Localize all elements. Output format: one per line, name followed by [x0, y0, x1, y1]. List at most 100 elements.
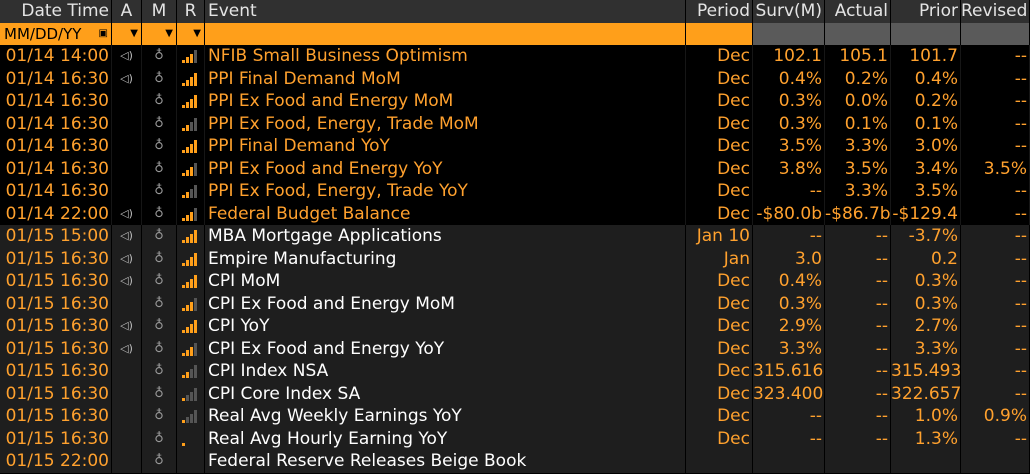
- event-name[interactable]: CPI YoY: [205, 315, 686, 338]
- monitor-cell[interactable]: ♁: [142, 247, 177, 270]
- calendar-icon[interactable]: ▣: [98, 27, 108, 39]
- alert-cell[interactable]: ◁): [112, 270, 142, 293]
- event-name[interactable]: Real Avg Weekly Earnings YoY: [205, 405, 686, 428]
- bell-icon[interactable]: ♁: [154, 295, 164, 311]
- monitor-cell[interactable]: ♁: [142, 427, 177, 450]
- event-name[interactable]: MBA Mortgage Applications: [205, 225, 686, 248]
- bell-icon[interactable]: ♁: [154, 205, 164, 221]
- speaker-icon[interactable]: ◁): [120, 319, 133, 332]
- col-actual[interactable]: Actual: [825, 0, 891, 23]
- table-row[interactable]: 01/15 16:30 ♁ Real Avg Hourly Earning YoY D…: [0, 427, 1030, 450]
- table-row[interactable]: 01/15 15:00 ◁) ♁ MBA Mortgage Applications J…: [0, 225, 1030, 248]
- table-row[interactable]: 01/14 16:30 ♁ PPI Ex Food, Energy, Trade M…: [0, 112, 1030, 135]
- table-row[interactable]: 01/14 16:30 ◁) ♁ PPI Final Demand MoM Dec 0.4…: [0, 67, 1030, 90]
- monitor-cell[interactable]: ♁: [142, 292, 177, 315]
- monitor-cell[interactable]: ♁: [142, 112, 177, 135]
- monitor-cell[interactable]: ♁: [142, 270, 177, 293]
- speaker-icon[interactable]: ◁): [120, 274, 133, 287]
- monitor-cell[interactable]: ♁: [142, 225, 177, 248]
- table-row[interactable]: 01/15 16:30 ♁ Real Avg Weekly Earnings YoY…: [0, 405, 1030, 428]
- monitor-cell[interactable]: ♁: [142, 315, 177, 338]
- table-row[interactable]: 01/15 16:30 ♁ CPI Core Index SA Dec 323.400-…: [0, 382, 1030, 405]
- bell-icon[interactable]: ♁: [154, 138, 164, 153]
- monitor-cell[interactable]: ♁: [142, 90, 177, 113]
- alert-filter[interactable]: ▼: [112, 22, 142, 45]
- event-filter[interactable]: [205, 22, 686, 45]
- date-format-filter[interactable]: MM/DD/YY ▣: [0, 22, 112, 45]
- alert-cell[interactable]: [112, 382, 142, 405]
- bell-icon[interactable]: ♁: [154, 183, 164, 198]
- bell-icon[interactable]: ♁: [154, 430, 164, 446]
- event-name[interactable]: PPI Final Demand YoY: [205, 135, 686, 158]
- alert-cell[interactable]: [112, 112, 142, 135]
- alert-cell[interactable]: [112, 427, 142, 450]
- bell-icon[interactable]: ♁: [154, 318, 164, 333]
- period-filter[interactable]: [686, 22, 753, 45]
- monitor-cell[interactable]: ♁: [142, 157, 177, 180]
- table-row[interactable]: 01/15 16:30 ◁) ♁ CPI YoY Dec 2.9% -- 2.7% --: [0, 315, 1030, 338]
- event-name[interactable]: CPI Ex Food and Energy MoM: [205, 292, 686, 315]
- monitor-cell[interactable]: ♁: [142, 67, 177, 90]
- bell-icon[interactable]: ♁: [154, 385, 164, 401]
- bell-icon[interactable]: ♁: [154, 48, 164, 63]
- alert-cell[interactable]: [112, 450, 142, 473]
- alert-cell[interactable]: ◁): [112, 337, 142, 360]
- col-alert[interactable]: A: [112, 0, 142, 23]
- event-name[interactable]: PPI Ex Food, Energy, Trade YoY: [205, 180, 686, 203]
- bell-icon[interactable]: ♁: [154, 228, 164, 243]
- alert-cell[interactable]: ◁): [112, 45, 142, 68]
- monitor-cell[interactable]: ♁: [142, 405, 177, 428]
- event-name[interactable]: PPI Ex Food and Energy YoY: [205, 157, 686, 180]
- table-row[interactable]: 01/14 16:30 ♁ PPI Ex Food and Energy MoM De…: [0, 90, 1030, 113]
- table-row[interactable]: 01/15 16:30 ◁) ♁ Empire Manufacturing Jan 3.0…: [0, 247, 1030, 270]
- bell-icon[interactable]: ♁: [154, 363, 164, 378]
- monitor-cell[interactable]: ♁: [142, 337, 177, 360]
- col-monitor[interactable]: M: [142, 0, 177, 23]
- table-row[interactable]: 01/14 14:00 ◁) ♁ NFIB Small Business Optimi…: [0, 45, 1030, 68]
- table-row[interactable]: 01/15 16:30 ♁ CPI Ex Food and Energy MoM De…: [0, 292, 1030, 315]
- alert-cell[interactable]: [112, 180, 142, 203]
- monitor-cell[interactable]: ♁: [142, 180, 177, 203]
- speaker-icon[interactable]: ◁): [120, 71, 133, 85]
- alert-cell[interactable]: ◁): [112, 202, 142, 225]
- alert-cell[interactable]: ◁): [112, 67, 142, 90]
- monitor-cell[interactable]: ♁: [142, 360, 177, 383]
- col-revised[interactable]: Revised: [961, 0, 1030, 23]
- alert-cell[interactable]: ◁): [112, 225, 142, 248]
- monitor-cell[interactable]: ♁: [142, 450, 177, 473]
- speaker-icon[interactable]: ◁): [120, 229, 133, 242]
- monitor-cell[interactable]: ♁: [142, 135, 177, 158]
- col-date-time[interactable]: Date Time: [0, 0, 112, 23]
- monitor-cell[interactable]: ♁: [142, 202, 177, 225]
- speaker-icon[interactable]: ◁): [120, 341, 133, 355]
- event-name[interactable]: PPI Final Demand MoM: [205, 67, 686, 90]
- col-survey[interactable]: Surv(M): [753, 0, 825, 23]
- event-name[interactable]: CPI Core Index SA: [205, 382, 686, 405]
- event-name[interactable]: Federal Budget Balance: [205, 202, 686, 225]
- col-relevance[interactable]: R: [177, 0, 205, 23]
- event-name[interactable]: CPI Index NSA: [205, 360, 686, 383]
- alert-cell[interactable]: [112, 292, 142, 315]
- event-name[interactable]: CPI Ex Food and Energy YoY: [205, 337, 686, 360]
- monitor-cell[interactable]: ♁: [142, 382, 177, 405]
- bell-icon[interactable]: ♁: [154, 115, 164, 131]
- bell-icon[interactable]: ♁: [154, 453, 164, 468]
- speaker-icon[interactable]: ◁): [120, 49, 133, 62]
- col-prior[interactable]: Prior: [891, 0, 961, 23]
- monitor-filter[interactable]: ▼: [142, 22, 177, 45]
- table-row[interactable]: 01/14 16:30 ♁ PPI Ex Food, Energy, Trade Y…: [0, 180, 1030, 203]
- bell-icon[interactable]: ♁: [154, 250, 164, 266]
- bell-icon[interactable]: ♁: [154, 340, 164, 356]
- bell-icon[interactable]: ♁: [154, 273, 164, 288]
- bell-icon[interactable]: ♁: [154, 160, 164, 176]
- speaker-icon[interactable]: ◁): [120, 251, 133, 265]
- table-row[interactable]: 01/15 16:30 ♁ CPI Index NSA Dec 315.616 -- 315…: [0, 360, 1030, 383]
- event-name[interactable]: PPI Ex Food, Energy, Trade MoM: [205, 112, 686, 135]
- alert-cell[interactable]: ◁): [112, 315, 142, 338]
- bell-icon[interactable]: ♁: [154, 70, 164, 86]
- alert-cell[interactable]: [112, 405, 142, 428]
- table-row[interactable]: 01/14 22:00 ◁) ♁ Federal Budget Balance Dec -…: [0, 202, 1030, 225]
- alert-cell[interactable]: [112, 90, 142, 113]
- event-name[interactable]: NFIB Small Business Optimism: [205, 45, 686, 68]
- table-row[interactable]: 01/14 16:30 ♁ PPI Ex Food and Energy YoY De…: [0, 157, 1030, 180]
